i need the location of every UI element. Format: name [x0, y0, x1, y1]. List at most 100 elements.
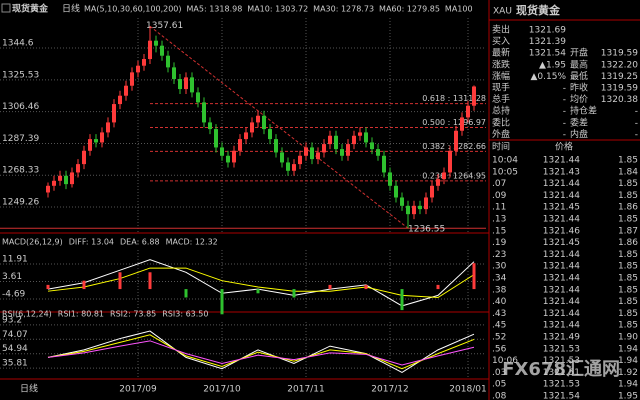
trade-time: .09	[492, 191, 507, 201]
legend-entry: RSI3: 63.50	[162, 310, 208, 319]
ma-legend: MA5: 1318.98	[187, 5, 243, 14]
candle-body	[70, 172, 74, 185]
candle-body	[412, 205, 416, 215]
macd-bar	[472, 263, 476, 290]
quote-value: -	[563, 107, 566, 117]
macd-bar	[436, 284, 440, 290]
trade-volume: 1.92	[618, 368, 638, 378]
candle-body	[160, 45, 164, 56]
x-tick-label: 2018/01	[449, 385, 486, 395]
candle-body	[166, 55, 170, 68]
candle-body	[394, 185, 398, 198]
trade-volume: 1.94	[618, 356, 638, 366]
trough-label: 1236.55	[408, 225, 445, 235]
quote-value: -	[563, 95, 566, 105]
period[interactable]: 日线	[62, 3, 80, 15]
candle-body	[382, 155, 386, 173]
candle-body	[310, 147, 314, 160]
y-tick-label: 93.2	[2, 315, 22, 325]
trade-price: 1321.44	[543, 215, 580, 225]
trade-volume: 1.85	[618, 191, 638, 201]
trade-time: 10:05	[492, 167, 518, 177]
trades-header: 时间	[492, 141, 510, 153]
trade-time: .43	[492, 309, 506, 319]
candle-body	[226, 155, 230, 163]
candle-body	[244, 132, 248, 140]
y-tick-label: 74.07	[2, 330, 28, 340]
ma-legend: MA(5,10,30,60,100,200)	[84, 5, 182, 14]
symbol-title: 现货黄金	[12, 3, 49, 15]
quote-key: 总手	[492, 93, 510, 105]
quote-key: 内盘	[570, 128, 588, 140]
y-tick-label: 3.61	[2, 272, 22, 282]
trade-volume: 1.86	[618, 203, 638, 213]
quote-key: 最低	[570, 70, 588, 82]
quote-key: 开盘	[570, 47, 588, 59]
candle-body	[298, 155, 302, 165]
quote-value: 1321.39	[529, 37, 566, 47]
trade-time: .11	[492, 203, 506, 213]
candle-body	[184, 77, 188, 90]
trade-price: 1321.44	[543, 274, 580, 284]
candle-body	[178, 79, 182, 90]
macd-bar	[292, 289, 296, 298]
quote-key: 涨幅	[492, 70, 510, 82]
trade-price: 1321.44	[543, 156, 580, 166]
trade-volume: 1.87	[618, 226, 638, 236]
panel-title: RSI(6,12,24)	[2, 310, 52, 319]
trade-volume: 1.94	[618, 344, 638, 354]
trade-time: .19	[492, 238, 507, 248]
candle-body	[322, 144, 326, 153]
trade-price: 1321.44	[543, 285, 580, 295]
trade-time: .05	[492, 380, 506, 390]
quote-name: 现货黄金	[516, 3, 561, 17]
y-tick-label: 1306.46	[2, 102, 39, 112]
candle-body	[340, 149, 344, 156]
trade-price: 1321.54	[543, 392, 580, 400]
trade-time: .40	[492, 297, 507, 307]
y-tick-label: 11.91	[2, 255, 28, 265]
candle-body	[472, 86, 476, 106]
period-tab[interactable]: 日线	[20, 383, 38, 395]
quote-symbol: XAU	[493, 7, 512, 17]
candle-body	[172, 67, 176, 80]
quote-value: -	[635, 107, 638, 117]
indicator-line	[47, 340, 475, 366]
candle-body	[130, 72, 134, 86]
trade-time: .34	[492, 274, 507, 284]
trade-price: 1321.44	[543, 297, 580, 307]
trade-price: 1321.44	[543, 250, 580, 260]
quote-value: 1320.38	[601, 95, 638, 105]
quote-key: 现手	[492, 82, 510, 94]
macd-bar	[148, 272, 152, 290]
checkbox[interactable]	[1, 3, 11, 13]
candle-body	[94, 139, 98, 143]
candle-body	[334, 135, 338, 150]
candle-body	[124, 85, 128, 96]
candle-body	[292, 164, 296, 171]
x-tick-label: 2017/12	[371, 385, 408, 395]
fib-label: 0.500 : 1296.97	[422, 118, 486, 127]
quote-value: -	[563, 118, 566, 128]
candle-body	[424, 197, 428, 210]
trade-volume: 1.85	[618, 262, 638, 272]
candle-body	[352, 135, 356, 145]
candle-body	[142, 59, 146, 66]
trade-time: .08	[492, 392, 507, 400]
candle-body	[82, 150, 86, 165]
quote-value: 1319.59	[601, 84, 638, 94]
trade-time: .52	[492, 333, 506, 343]
trade-time: .03	[492, 368, 506, 378]
quote-key: 买入	[492, 36, 510, 47]
trade-time: .23	[492, 250, 506, 260]
y-tick-label: 1268.33	[2, 166, 39, 176]
candle-body	[88, 139, 92, 151]
candle-body	[406, 205, 410, 215]
trade-volume: 1.85	[618, 156, 638, 166]
fib-label: 0.236 : 1264.95	[422, 171, 486, 180]
quote-key: 最新	[492, 47, 510, 59]
ma-legend: MA100	[445, 5, 473, 14]
candle-body	[250, 122, 254, 133]
candle-body	[304, 147, 308, 156]
